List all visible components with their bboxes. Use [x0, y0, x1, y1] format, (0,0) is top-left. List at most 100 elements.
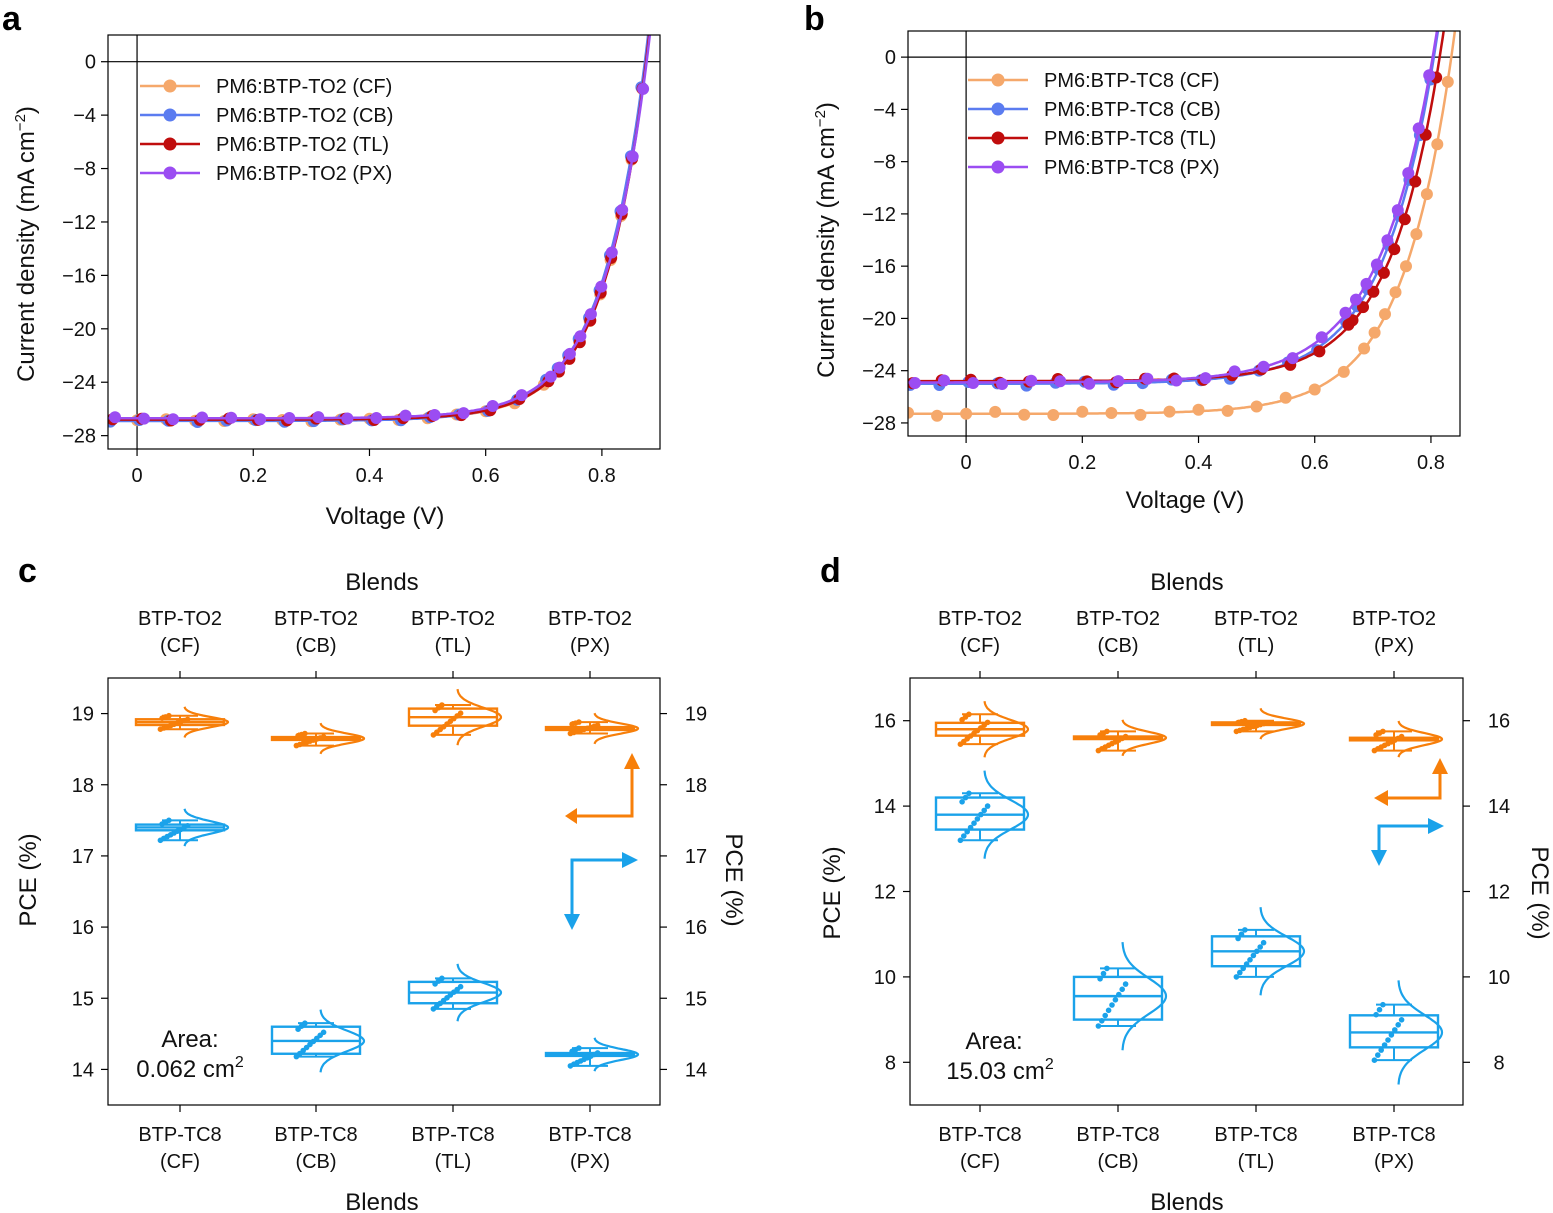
b-series-px-point: [1286, 352, 1299, 365]
d-btp-to2-1-point: [984, 719, 991, 726]
c-btp-to2-3-group: [407, 688, 503, 746]
c-blue-arrow: [570, 858, 634, 926]
b-series-px-point: [1370, 258, 1383, 271]
b-ytick-label: −12: [862, 204, 896, 226]
panel-label-a: a: [2, 0, 22, 38]
b-series-px-point: [938, 374, 950, 387]
c-top-category-solvent: (CB): [295, 635, 336, 657]
d-btp-tc8-2-point: [1122, 981, 1129, 987]
c-bottom-category-name: BTP-TC8: [138, 1124, 221, 1146]
panel-c-ticks: 14 14 15 15 16 16 17 17 18 18 19 19: [72, 671, 707, 1112]
panel-d-bottom-xlabel: Blends: [1150, 1189, 1223, 1213]
c-bottom-category-solvent: (CF): [160, 1151, 200, 1173]
c-bottom-category-solvent: (TL): [435, 1151, 472, 1173]
d-btp-tc8-2-point: [1099, 1018, 1105, 1024]
d-btp-to2-4-point: [1380, 728, 1386, 735]
b-series-cf-point: [1410, 228, 1423, 241]
d-orange-arrowheads: [1374, 758, 1448, 806]
b-series-cf-point: [1134, 408, 1147, 421]
c-right-ytick-label: 14: [685, 1059, 707, 1081]
b-series-px-point: [1339, 306, 1352, 319]
d-btp-tc8-3-point: [1257, 944, 1263, 950]
b-series-cf-point: [1358, 342, 1371, 355]
c-bottom-category-name: BTP-TC8: [274, 1124, 357, 1146]
b-series-cf-point: [1076, 405, 1089, 418]
a-series-px-point: [138, 412, 150, 425]
d-btp-tc8-4-point: [1373, 1011, 1379, 1018]
d-btp-tc8-3-point: [1237, 969, 1243, 976]
panel-c-frame: [107, 677, 661, 1106]
a-series-px-point: [616, 203, 629, 216]
panel-b-legend: PM6:BTP-TC8 (CF) PM6:BTP-TC8 (CB) PM6:BT…: [968, 70, 1221, 179]
panel-c-plot: [134, 688, 640, 1073]
a-series-px-point: [544, 370, 557, 383]
legend-a-cf-marker: [163, 79, 177, 93]
a-ytick-label: −4: [73, 105, 96, 127]
c-right-ytick-label: 18: [685, 775, 707, 797]
b-series-cf-point: [1308, 383, 1321, 396]
b-series-px-point: [1257, 360, 1270, 373]
d-top-category-name: BTP-TO2: [1076, 608, 1160, 630]
d-btp-tc8-4-distribution: [1397, 980, 1444, 1085]
d-blue-arrow: [1377, 824, 1440, 860]
c-btp-tc8-4-point: [594, 1050, 601, 1056]
a-ytick-label: −24: [62, 372, 96, 394]
d-btp-tc8-2-point: [1100, 970, 1107, 977]
a-series-cb-line: [108, 35, 650, 423]
d-left-ytick-label: 10: [874, 967, 896, 989]
c-blue-arrowheads: [564, 852, 638, 930]
panel-d-ticks: 8 8 10 10 12 12 14 14 16 16: [874, 671, 1510, 1112]
panel-a: a Voltage (V) Current density (mA cm−2) …: [2, 0, 661, 530]
panel-c-axis-arrows: [564, 753, 640, 930]
panel-d-right-ylabel: PCE (%): [1526, 846, 1553, 939]
c-btp-tc8-3-distribution: [456, 963, 503, 1022]
b-series-px-point: [1199, 372, 1212, 385]
d-btp-tc8-1-point: [957, 837, 964, 844]
b-series-cf-point: [1163, 405, 1176, 418]
d-top-category-solvent: (CF): [960, 635, 1000, 657]
b-series-cf-point: [1441, 75, 1454, 88]
a-series-px-point: [341, 412, 354, 425]
a-series-px-point: [312, 411, 325, 424]
b-series-cf-line: [908, 31, 1457, 416]
legend-a-tl-marker: [163, 137, 177, 151]
panel-a-ticks: 0 0.2 0.4 0.6 0.8 0 −4 −8 −12 −16 −20 −24 −28: [62, 52, 616, 487]
a-series-px-point: [553, 361, 566, 374]
d-btp-tc8-2-point: [1116, 991, 1122, 998]
c-btp-to2-4-point: [576, 719, 582, 725]
c-btp-to2-3-distribution: [456, 688, 503, 746]
a-series-px-point: [515, 389, 528, 402]
b-series-px-point: [1391, 204, 1404, 217]
d-top-category-name: BTP-TO2: [938, 608, 1022, 630]
c-bottom-category-solvent: (CB): [295, 1151, 336, 1173]
d-btp-tc8-1-point: [964, 828, 970, 835]
d-btp-tc8-3-distribution: [1259, 907, 1306, 996]
panel-d-category-labels: BTP-TO2 (CF) BTP-TC8 (CF) BTP-TO2 (CB) BTP-TC8…: [938, 608, 1436, 1173]
b-series-px-point: [1381, 234, 1394, 247]
panel-a-xlabel: Voltage (V): [326, 503, 445, 530]
c-btp-tc8-4-distribution: [593, 1037, 640, 1072]
d-btp-tc8-4-point: [1371, 1057, 1378, 1063]
c-right-ytick-label: 16: [685, 917, 707, 939]
legend-b-px-label: PM6:BTP-TC8 (PX): [1044, 157, 1220, 179]
d-btp-to2-3-point: [1260, 720, 1267, 727]
a-series-px-point: [486, 400, 499, 412]
c-btp-tc8-2-point: [302, 1020, 308, 1026]
a-xtick-label: 0.8: [588, 465, 616, 487]
d-btp-tc8-3-point: [1250, 952, 1257, 959]
d-left-ytick-label: 14: [874, 796, 896, 818]
a-xtick-label: 0.2: [239, 465, 267, 487]
d-btp-tc8-3-point: [1240, 965, 1246, 972]
d-btp-tc8-2-distribution: [1121, 941, 1168, 1051]
d-right-ytick-label: 14: [1488, 796, 1510, 818]
b-xtick-label: 0.2: [1068, 452, 1096, 474]
d-btp-tc8-1-distribution: [983, 770, 1030, 859]
panel-d: d Blends Blends PCE (%) PCE (%) 8 8 10 10 12…: [819, 552, 1553, 1213]
b-ytick-label: 0: [885, 47, 896, 69]
b-series-tl-point: [1377, 266, 1390, 279]
c-btp-tc8-3-point: [457, 983, 464, 990]
d-bottom-category-name: BTP-TC8: [938, 1124, 1021, 1146]
panel-d-top-xlabel: Blends: [1150, 569, 1223, 596]
d-btp-to2-4-point: [1398, 733, 1405, 740]
